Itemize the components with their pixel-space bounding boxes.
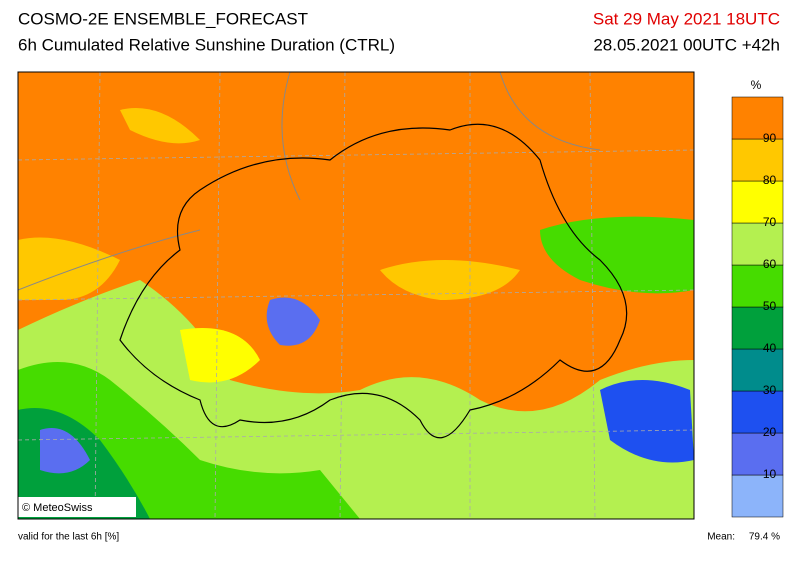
run-time: 28.05.2021 00UTC +42h (593, 35, 780, 54)
map: © MeteoSwiss (17, 71, 695, 520)
colorbar-swatch (731, 96, 784, 140)
map-credit: © MeteoSwiss (22, 502, 93, 514)
colorbar-swatch (731, 138, 784, 182)
colorbar-swatch (731, 348, 784, 392)
colorbar-unit: % (751, 78, 762, 92)
colorbar-label: 40 (763, 341, 777, 355)
colorbar-swatch (731, 222, 784, 266)
colorbar-label: 20 (763, 425, 777, 439)
colorbar-swatch (731, 390, 784, 434)
colorbar-label: 30 (763, 383, 777, 397)
footer-note: valid for the last 6h [%] (18, 532, 119, 543)
colorbar-swatch (731, 474, 784, 518)
colorbar-swatch (731, 432, 784, 476)
mean-label: Mean: (707, 532, 735, 543)
colorbar-label: 70 (763, 215, 777, 229)
colorbar-label: 10 (763, 467, 777, 481)
colorbar: % 10 20 30 40 50 60 70 80 90 (731, 78, 784, 518)
colorbar-swatch (731, 264, 784, 308)
colorbar-label: 90 (763, 131, 777, 145)
colorbar-label: 60 (763, 257, 777, 271)
colorbar-label: 50 (763, 299, 777, 313)
title: COSMO-2E ENSEMBLE_FORECAST (18, 9, 308, 28)
mean-value: 79.4 % (749, 532, 780, 543)
colorbar-label: 80 (763, 173, 777, 187)
colorbar-swatch (731, 180, 784, 224)
subtitle: 6h Cumulated Relative Sunshine Duration … (18, 35, 395, 54)
valid-time: Sat 29 May 2021 18UTC (593, 9, 780, 28)
